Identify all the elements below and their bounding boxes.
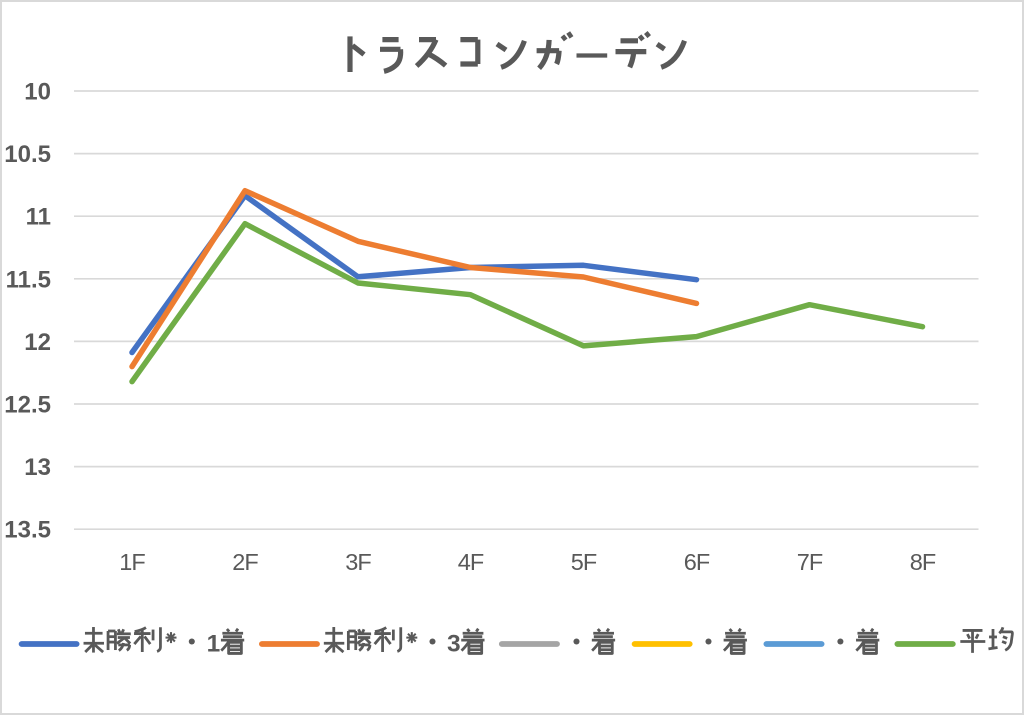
- svg-text:12: 12: [24, 329, 51, 356]
- svg-text:6F: 6F: [684, 549, 710, 575]
- svg-text:12.5: 12.5: [4, 392, 51, 419]
- svg-text:1: 1: [207, 631, 221, 658]
- svg-text:3: 3: [447, 631, 461, 658]
- svg-text:13: 13: [24, 454, 51, 481]
- svg-text:8F: 8F: [910, 549, 936, 575]
- svg-text:10: 10: [24, 79, 51, 106]
- svg-text:7F: 7F: [797, 549, 823, 575]
- svg-text:11.5: 11.5: [6, 266, 51, 293]
- svg-text:1F: 1F: [119, 549, 145, 575]
- svg-text:5F: 5F: [571, 549, 597, 575]
- svg-text:3F: 3F: [345, 549, 371, 575]
- svg-text:13.5: 13.5: [4, 517, 51, 544]
- svg-text:11: 11: [26, 204, 51, 231]
- svg-text:4F: 4F: [458, 549, 484, 575]
- svg-text:10.5: 10.5: [4, 141, 51, 168]
- svg-text:2F: 2F: [232, 549, 258, 575]
